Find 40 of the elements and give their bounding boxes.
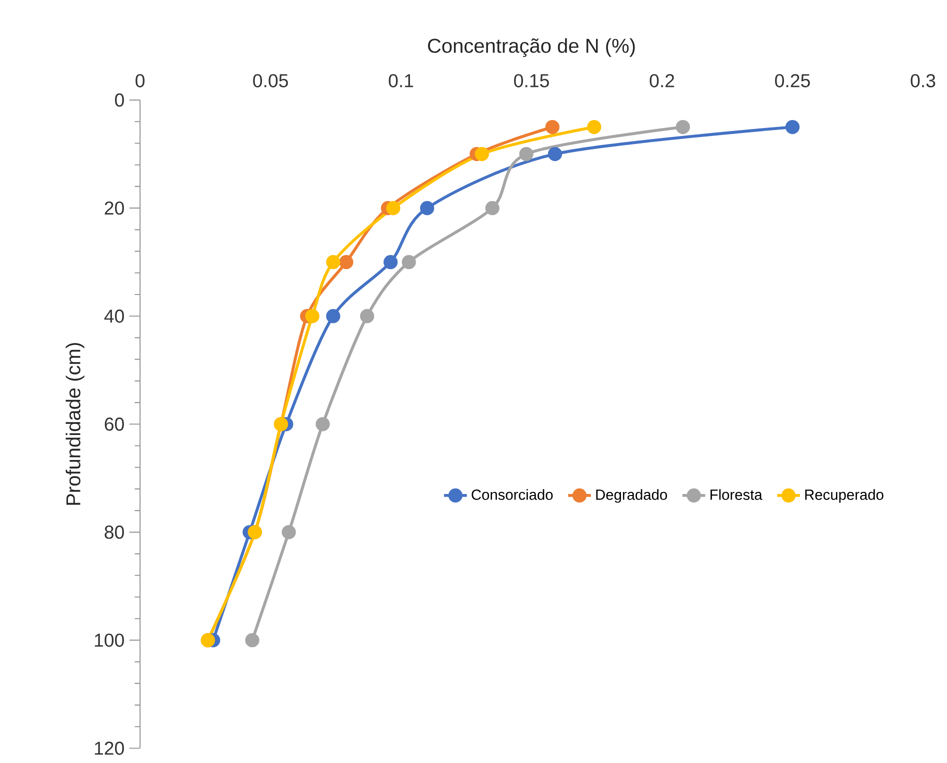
- point: [384, 255, 398, 270]
- point: [316, 417, 330, 432]
- point: [305, 309, 320, 324]
- point: [420, 201, 434, 216]
- y-tick-label: 120: [94, 742, 124, 755]
- legend-label: Consorciado: [472, 489, 553, 500]
- point: [676, 120, 690, 134]
- point: [326, 309, 340, 324]
- x-tick-label: 0.15: [514, 74, 549, 88]
- y-tick-label: 0: [115, 93, 124, 107]
- y-tick-label: 80: [104, 526, 124, 539]
- x-axis-title: Concentração de N (%): [428, 38, 635, 57]
- y-tick-label: 40: [104, 310, 124, 323]
- point: [548, 147, 562, 162]
- point: [360, 309, 374, 324]
- x-tick-label: 0.2: [650, 74, 674, 88]
- x-tick-label: 0: [136, 74, 145, 88]
- point: [485, 201, 500, 216]
- x-tick-label: 0.25: [775, 74, 810, 88]
- x-tick-label: 0.1: [388, 74, 414, 88]
- x-tick-label: 0.05: [253, 74, 288, 88]
- point: [339, 255, 354, 270]
- y-tick-label: 20: [104, 201, 124, 215]
- point: [386, 201, 400, 216]
- y-axis-title: Profundidade (cm): [66, 343, 84, 505]
- y-tick-label: 100: [94, 634, 124, 647]
- point: [326, 255, 340, 270]
- legend-label: Degradado: [596, 489, 667, 503]
- x-tick-label: 0.3: [910, 74, 936, 88]
- point: [545, 120, 560, 134]
- point: [519, 147, 534, 162]
- point: [245, 633, 260, 648]
- point: [587, 120, 602, 134]
- point: [402, 255, 416, 270]
- point: [785, 120, 800, 134]
- y-tick-label: 60: [104, 418, 124, 431]
- point: [282, 525, 296, 540]
- legend-label: Recuperado: [805, 489, 884, 503]
- legend-label: Floresta: [710, 489, 762, 500]
- point: [474, 147, 490, 162]
